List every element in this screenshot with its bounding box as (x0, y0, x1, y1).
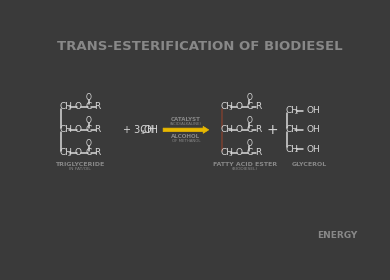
Text: R: R (255, 125, 261, 134)
Text: CH: CH (220, 102, 233, 111)
Text: CH: CH (220, 148, 233, 157)
Text: C: C (86, 148, 92, 157)
Text: CH: CH (286, 125, 299, 134)
Text: R: R (255, 148, 261, 157)
Text: C: C (86, 125, 92, 134)
Text: OF METHANOL: OF METHANOL (172, 139, 200, 143)
Text: ALCOHOL: ALCOHOL (171, 134, 200, 139)
Text: O: O (86, 139, 92, 148)
Text: O: O (75, 102, 82, 111)
Text: 2: 2 (294, 110, 298, 115)
Text: 3: 3 (229, 152, 232, 157)
Text: (ACID/ALKALINE): (ACID/ALKALINE) (170, 122, 202, 126)
Text: CH: CH (60, 125, 73, 134)
Text: C: C (246, 125, 253, 134)
Text: OH: OH (306, 125, 320, 134)
Text: 2: 2 (68, 152, 72, 157)
Text: IN FAT/OIL: IN FAT/OIL (69, 167, 90, 171)
Text: O: O (235, 148, 242, 157)
Text: + 3CH: + 3CH (123, 125, 154, 135)
Text: 3: 3 (229, 106, 232, 111)
Text: O: O (75, 148, 82, 157)
Text: ENERGY: ENERGY (317, 231, 357, 240)
Text: FATTY ACID ESTER: FATTY ACID ESTER (213, 162, 277, 167)
Text: CH: CH (286, 144, 299, 154)
Text: O: O (86, 116, 92, 125)
Text: 2: 2 (68, 106, 72, 111)
Text: CH: CH (60, 148, 73, 157)
Text: TRANS-ESTERIFICATION OF BIODIESEL: TRANS-ESTERIFICATION OF BIODIESEL (57, 40, 343, 53)
Text: C: C (246, 148, 253, 157)
Text: C: C (246, 102, 253, 111)
Text: O: O (86, 93, 92, 102)
Text: GLYCEROL: GLYCEROL (292, 162, 327, 167)
Text: O: O (246, 93, 252, 102)
Text: CH: CH (60, 102, 73, 111)
Text: O: O (235, 125, 242, 134)
Text: OH: OH (143, 125, 158, 135)
Text: +: + (266, 123, 278, 137)
Text: TRIGLYCERIDE: TRIGLYCERIDE (55, 162, 105, 167)
Text: R: R (94, 148, 101, 157)
Text: O: O (75, 125, 82, 134)
Text: 3: 3 (141, 130, 145, 135)
Text: O: O (235, 102, 242, 111)
Text: OH: OH (306, 106, 320, 115)
Text: CATALYST: CATALYST (171, 116, 201, 122)
Text: 2: 2 (294, 148, 298, 153)
Text: C: C (86, 102, 92, 111)
Text: CH: CH (286, 106, 299, 115)
Text: R: R (94, 102, 101, 111)
Text: O: O (246, 116, 252, 125)
Text: (BIODIESEL): (BIODIESEL) (232, 167, 258, 171)
Text: CH: CH (220, 125, 233, 134)
Text: R: R (94, 125, 101, 134)
Text: O: O (246, 139, 252, 148)
Text: R: R (255, 102, 261, 111)
Text: OH: OH (306, 144, 320, 154)
